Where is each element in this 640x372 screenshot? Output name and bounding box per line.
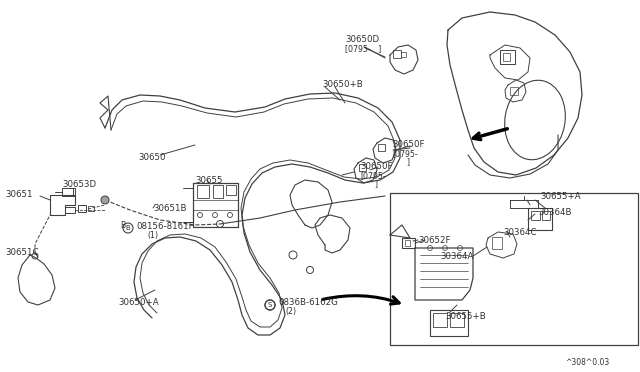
Text: ]: ] [392, 157, 410, 166]
Text: 30651B: 30651B [153, 204, 186, 213]
Text: 30655: 30655 [195, 176, 223, 185]
Text: S: S [268, 302, 272, 308]
Bar [450, 313, 464, 327]
Bar [542, 211, 550, 220]
Bar [500, 50, 515, 64]
Text: [0795-: [0795- [360, 171, 386, 180]
Text: ^308^0.03: ^308^0.03 [565, 358, 609, 367]
Bar [405, 240, 410, 246]
Text: [0795-: [0795- [392, 149, 418, 158]
Bar [510, 87, 518, 95]
Text: 08156-8161F: 08156-8161F [136, 222, 194, 231]
Text: 0836B-6162G: 0836B-6162G [278, 298, 338, 307]
Bar [430, 310, 468, 336]
Text: 30650+A: 30650+A [118, 298, 159, 307]
Text: 30650: 30650 [138, 153, 166, 162]
Text: 30653D: 30653D [62, 180, 96, 189]
Text: B: B [120, 221, 125, 230]
Bar [402, 238, 415, 248]
Bar [197, 185, 209, 198]
Bar [213, 185, 223, 198]
Bar [65, 207, 75, 213]
Bar [378, 144, 385, 151]
Text: 30651: 30651 [5, 190, 33, 199]
Text: B: B [125, 225, 131, 231]
Text: 30364B: 30364B [538, 208, 572, 217]
Text: 30655+A: 30655+A [540, 192, 580, 201]
Bar [78, 205, 86, 212]
Text: (1): (1) [147, 231, 158, 240]
Text: [0795-   ]: [0795- ] [345, 44, 381, 53]
Bar [393, 50, 401, 58]
Text: 30650F: 30650F [360, 162, 392, 171]
Bar [88, 206, 94, 211]
Text: 30650F: 30650F [392, 140, 424, 149]
Text: 30650+B: 30650+B [322, 80, 363, 89]
Bar [401, 52, 406, 57]
Bar [359, 164, 366, 171]
Text: ]: ] [360, 179, 378, 188]
Bar [226, 185, 236, 195]
Bar [528, 208, 552, 230]
Bar [531, 211, 540, 220]
Bar [503, 53, 510, 61]
Text: 30655+B: 30655+B [445, 312, 486, 321]
Bar [492, 237, 502, 249]
Bar [433, 313, 447, 327]
Text: 30364A: 30364A [440, 252, 474, 261]
Text: 30364C: 30364C [503, 228, 536, 237]
Text: 30650D: 30650D [345, 35, 379, 44]
Text: 30652F: 30652F [418, 236, 451, 245]
Text: (2): (2) [285, 307, 296, 316]
Text: 30651C: 30651C [5, 248, 38, 257]
Circle shape [101, 196, 109, 204]
Bar [390, 193, 638, 345]
